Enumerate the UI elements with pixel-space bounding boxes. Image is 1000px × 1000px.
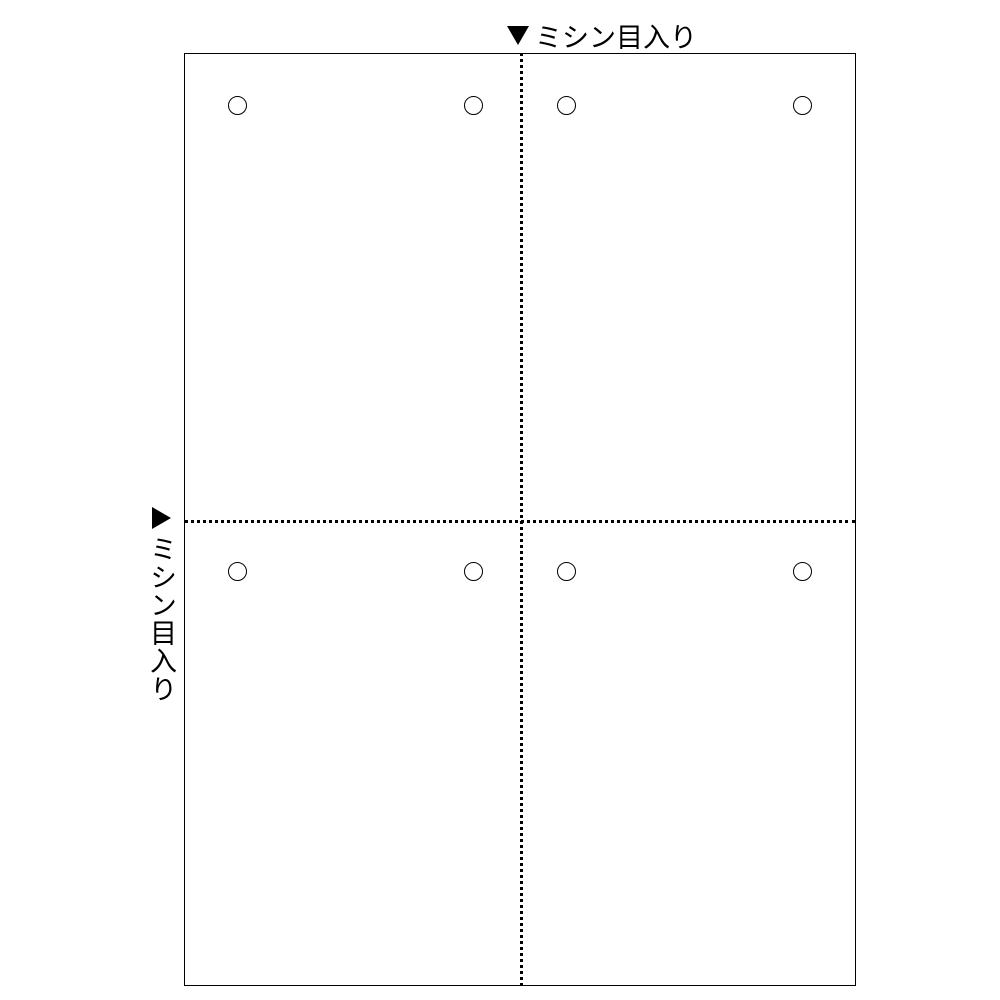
punch-hole [228, 562, 247, 581]
punch-hole [557, 96, 576, 115]
punch-hole [464, 96, 483, 115]
punch-hole [464, 562, 483, 581]
arrow-down-icon [507, 26, 529, 45]
punch-hole [228, 96, 247, 115]
label-left-text: ミシン目入り [142, 535, 181, 703]
arrow-right-icon [152, 507, 171, 529]
perforation-horizontal [184, 520, 856, 523]
punch-hole [557, 562, 576, 581]
label-left: ミシン目入り [142, 507, 181, 703]
punch-hole [793, 96, 812, 115]
label-top-text: ミシン目入り [535, 16, 697, 55]
label-top: ミシン目入り [507, 16, 697, 55]
punch-hole [793, 562, 812, 581]
